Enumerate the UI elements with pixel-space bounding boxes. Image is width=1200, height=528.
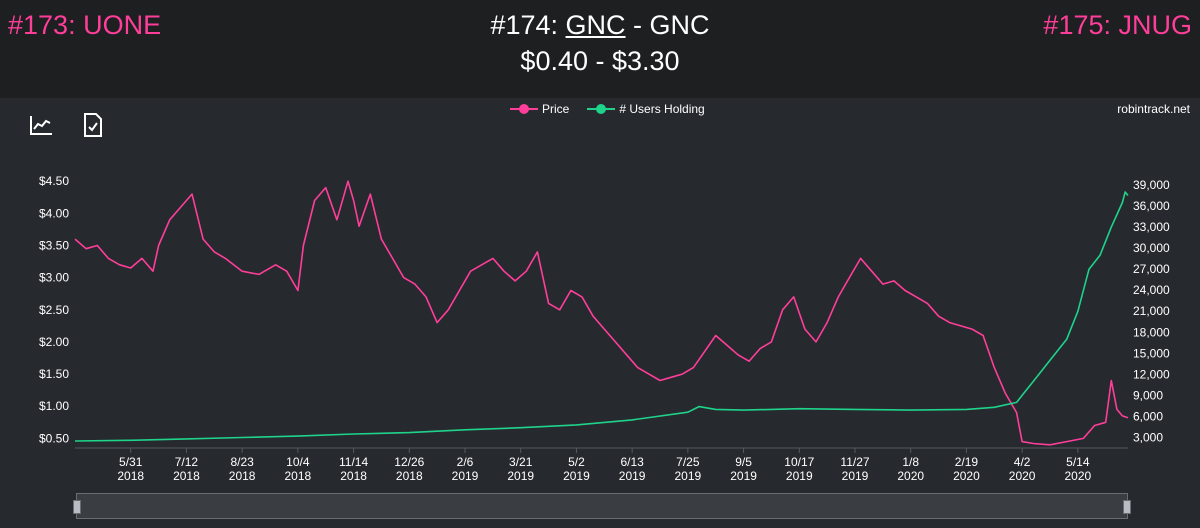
- x-tick-label: 2/6: [457, 455, 474, 469]
- x-tick-label: 10/4: [286, 455, 310, 469]
- price-series-line: [74, 180, 1129, 446]
- y-left-tick-label: $3.00: [39, 271, 69, 285]
- x-tick-year: 2019: [786, 469, 813, 483]
- y-left-tick-label: $2.50: [39, 303, 69, 317]
- y-left-tick-label: $0.50: [39, 431, 69, 445]
- users-series-line: [74, 191, 1129, 442]
- save-image-icon[interactable]: [80, 112, 106, 138]
- x-tick-label: 11/14: [339, 455, 368, 469]
- title-rank: #174:: [490, 10, 566, 40]
- stock-symbol-link[interactable]: GNC: [565, 10, 626, 40]
- x-tick-year: 2019: [675, 469, 702, 483]
- x-tick-label: 9/5: [735, 455, 752, 469]
- y-right-tick-label: 12,000: [1133, 367, 1170, 381]
- legend-item-price[interactable]: Price: [510, 102, 569, 116]
- x-tick-label: 11/27: [840, 455, 869, 469]
- x-tick-year: 2018: [285, 469, 312, 483]
- x-tick-label: 8/23: [230, 455, 254, 469]
- x-tick-year: 2019: [452, 469, 479, 483]
- y-right-tick-label: 27,000: [1133, 262, 1170, 276]
- x-tick-year: 2018: [173, 469, 200, 483]
- x-tick-label: 2/19: [955, 455, 979, 469]
- x-tick-year: 2018: [117, 469, 144, 483]
- x-tick-label: 5/31: [119, 455, 143, 469]
- x-tick-year: 2019: [730, 469, 757, 483]
- y-right-tick-label: 3,000: [1133, 430, 1163, 444]
- y-left-tick-label: $2.00: [39, 335, 69, 349]
- x-tick-label: 12/26: [394, 455, 424, 469]
- y-left-tick-label: $1.50: [39, 367, 69, 381]
- x-tick-year: 2020: [897, 469, 924, 483]
- prev-stock-link[interactable]: #173: UONE: [8, 10, 162, 40]
- date-range-slider[interactable]: [73, 493, 1131, 519]
- chart-area: $0.50 $1.00 $1.50 $2.00 $2.50 $3.00 $3.50 $4.00…: [39, 174, 1170, 483]
- x-tick-year: 2020: [953, 469, 980, 483]
- legend-price-label: Price: [542, 102, 570, 116]
- y-right-tick-label: 15,000: [1133, 346, 1170, 360]
- slider-left-handle[interactable]: [73, 500, 81, 514]
- y-right-tick-label: 9,000: [1133, 388, 1163, 402]
- y-right-tick-label: 30,000: [1133, 241, 1170, 255]
- y-right-tick-label: 18,000: [1133, 325, 1170, 339]
- y-right-tick-label: 24,000: [1133, 283, 1170, 297]
- x-tick-label: 5/14: [1066, 455, 1090, 469]
- x-tick-year: 2019: [619, 469, 646, 483]
- chart-legend: Price # Users Holding: [510, 102, 705, 116]
- x-tick-year: 2019: [563, 469, 590, 483]
- y-right-tick-label: 36,000: [1133, 199, 1170, 213]
- x-tick-label: 4/2: [1014, 455, 1031, 469]
- x-tick-year: 2018: [396, 469, 423, 483]
- y-left-tick-label: $4.50: [39, 174, 69, 188]
- x-tick-label: 10/17: [784, 455, 814, 469]
- page-title: #174: GNC - GNC: [0, 8, 1200, 42]
- next-stock-link[interactable]: #175: JNUG: [1043, 10, 1192, 40]
- x-tick-year: 2019: [842, 469, 869, 483]
- legend-item-users[interactable]: # Users Holding: [587, 102, 705, 116]
- y-right-tick-label: 6,000: [1133, 409, 1163, 423]
- x-tick-year: 2020: [1009, 469, 1036, 483]
- x-tick-label: 3/21: [509, 455, 533, 469]
- y-right-tick-label: 21,000: [1133, 304, 1170, 318]
- x-tick-year: 2020: [1065, 469, 1092, 483]
- x-tick-label: 5/2: [568, 455, 585, 469]
- x-tick-year: 2018: [340, 469, 367, 483]
- x-tick-label: 7/12: [175, 455, 199, 469]
- y-right-tick-label: 39,000: [1133, 178, 1170, 192]
- y-left-tick-label: $1.00: [39, 399, 69, 413]
- y-left-tick-label: $3.50: [39, 239, 69, 253]
- legend-users-label: # Users Holding: [619, 102, 705, 116]
- x-tick-year: 2019: [507, 469, 534, 483]
- price-legend-swatch: [510, 104, 538, 114]
- source-label: robintrack.net: [1117, 102, 1190, 116]
- y-right-tick-label: 33,000: [1133, 220, 1170, 234]
- x-tick-year: 2018: [229, 469, 256, 483]
- slider-right-handle[interactable]: [1123, 500, 1131, 514]
- chart-line-icon[interactable]: [28, 112, 54, 138]
- x-tick-label: 1/8: [902, 455, 919, 469]
- x-tick-label: 6/13: [620, 455, 644, 469]
- y-left-tick-label: $4.00: [39, 206, 69, 220]
- price-range: $0.40 - $3.30: [520, 46, 680, 76]
- x-tick-label: 7/25: [676, 455, 700, 469]
- users-legend-swatch: [587, 104, 616, 114]
- title-name: - GNC: [625, 10, 710, 40]
- chart-panel: $0.50 $1.00 $1.50 $2.00 $2.50 $3.00 $3.50 $4.00…: [0, 98, 1200, 528]
